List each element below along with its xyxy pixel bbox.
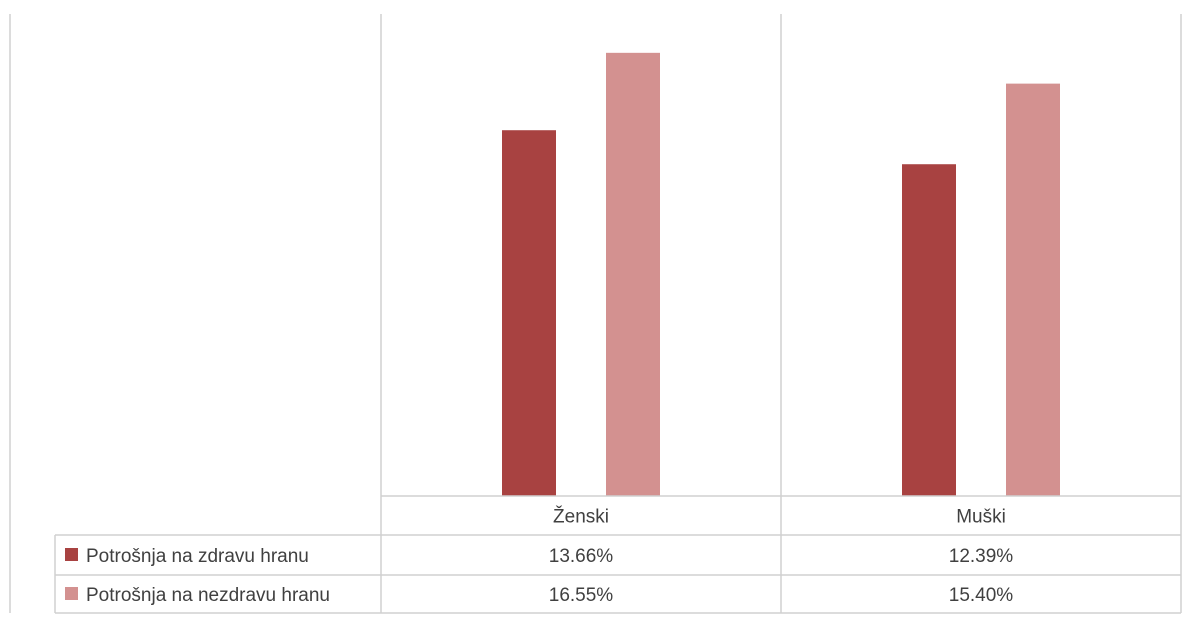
series-name: Potrošnja na nezdravu hranu — [86, 585, 330, 606]
category-label: Ženski — [553, 506, 609, 528]
bar-unhealthy-0 — [606, 52, 660, 496]
bar-unhealthy-1 — [1006, 83, 1060, 496]
series-name: Potrošnja na zdravu hranu — [86, 546, 309, 567]
data-value-label: 16.55% — [549, 585, 614, 606]
data-value-label: 15.40% — [949, 585, 1014, 606]
bar-healthy-0 — [502, 130, 556, 496]
data-value-label: 13.66% — [549, 546, 614, 567]
chart-frame-lines — [9, 14, 1182, 613]
bar-group — [502, 52, 1060, 496]
legend-key-1 — [65, 587, 78, 600]
data-value-label: 12.39% — [949, 546, 1014, 567]
data-table: Ženski Muški Potrošnja na zdravu hranu 13.6… — [54, 495, 1181, 614]
category-label: Muški — [956, 507, 1006, 528]
legend-key-0 — [65, 548, 78, 561]
bar-healthy-1 — [902, 164, 956, 496]
